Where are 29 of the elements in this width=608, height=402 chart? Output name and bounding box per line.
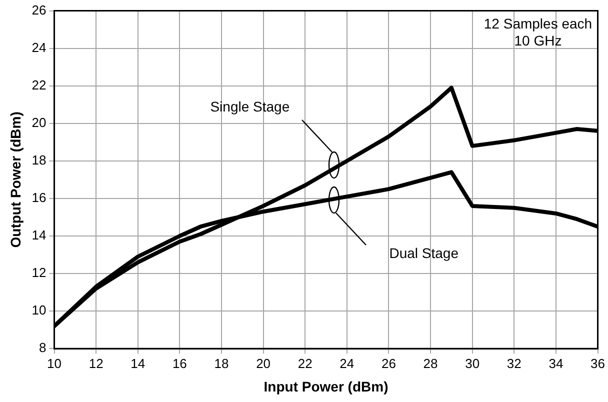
y-tick-label: 22 (32, 77, 46, 92)
x-tick-label: 36 (590, 356, 606, 371)
x-tick-label: 32 (506, 356, 522, 371)
annotation: Single Stage (210, 98, 290, 114)
annotation: 12 Samples each 10 GHz (484, 15, 592, 48)
y-tick-label: 16 (32, 190, 46, 206)
x-tick-label: 20 (256, 356, 271, 371)
y-tick-label: 20 (32, 114, 46, 130)
x-tick-label: 30 (465, 356, 480, 371)
x-tick-label: 16 (172, 356, 187, 371)
y-tick-label: 26 (32, 2, 46, 18)
y-axis-title: Output Power (dBm) (7, 112, 24, 248)
y-tick-label: 14 (32, 228, 46, 243)
x-tick-label: 10 (47, 356, 62, 371)
y-tick-label: 8 (39, 340, 46, 356)
x-tick-label: 22 (298, 356, 312, 371)
y-tick-label: 18 (32, 152, 46, 168)
x-axis-title: Input Power (dBm) (264, 378, 388, 394)
x-tick-label: 14 (130, 356, 146, 371)
x-tick-label: 34 (548, 356, 564, 371)
annotation: Dual Stage (389, 244, 459, 261)
y-tick-label: 24 (32, 40, 46, 55)
x-tick-label: 18 (214, 356, 229, 371)
x-tick-label: 28 (423, 356, 438, 371)
x-tick-label: 12 (88, 356, 104, 371)
x-tick-label: 26 (381, 356, 396, 371)
x-tick-label: 24 (340, 356, 354, 371)
y-tick-label: 10 (32, 302, 46, 318)
y-tick-label: 12 (32, 265, 46, 280)
